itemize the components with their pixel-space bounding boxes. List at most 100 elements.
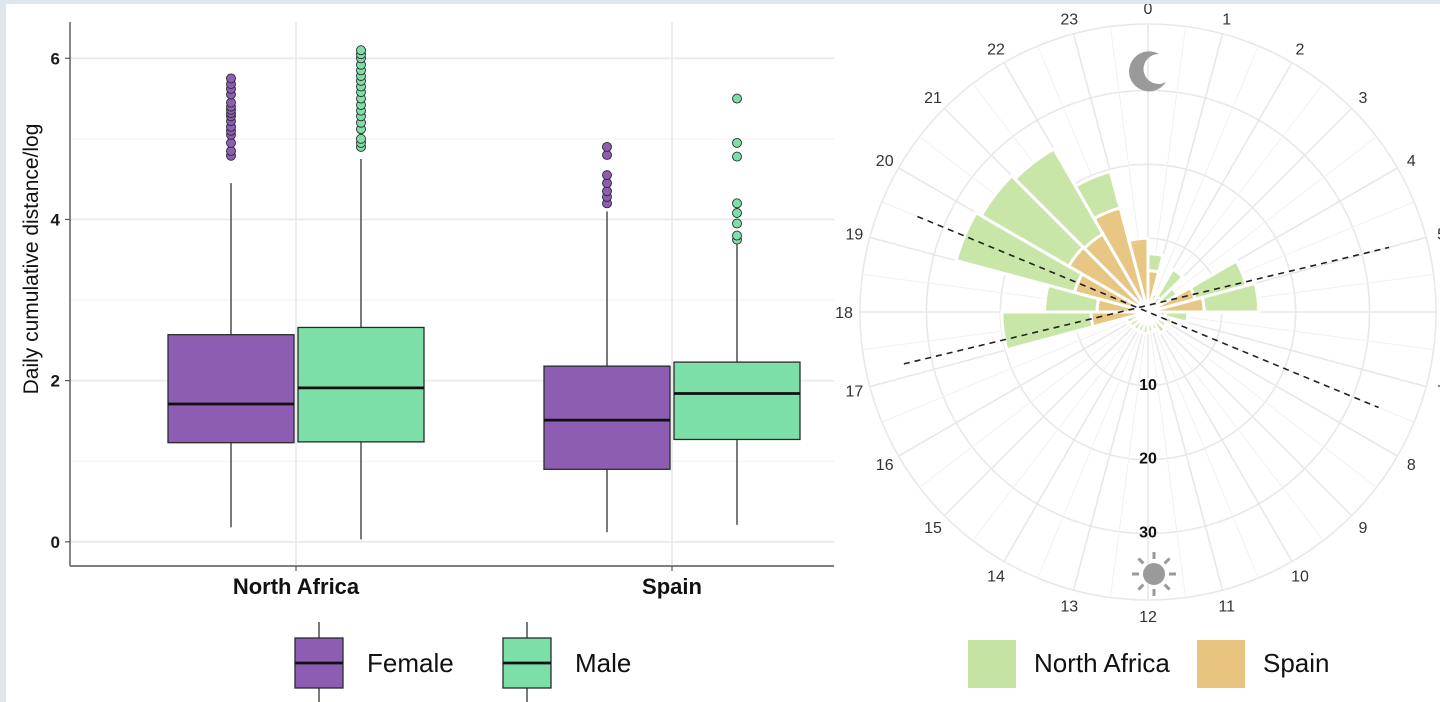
polar-hour-label: 2 [1296,42,1305,59]
polar-spoke [881,311,1149,423]
box-outlier [732,151,742,162]
polar-hour-label: 18 [835,305,853,322]
polar-hour-label: 19 [846,226,864,243]
polar-hour-label: 4 [1407,153,1416,170]
polar-hour-label: 12 [1139,609,1157,626]
box-outlier [732,93,742,104]
polar-hour-labels: 01234567891011121314151617181920212223 [835,4,1440,626]
polar-ring-label: 20 [1139,451,1157,468]
boxplot-axes [69,22,834,567]
polar-bar [1147,295,1206,314]
legend-item-north-africa: North Africa [968,640,1170,688]
polar-hour-label: 11 [1218,599,1235,616]
polar-hour-label: 5 [1437,226,1440,243]
box-outlier [356,45,366,56]
polar-ring-label: 10 [1139,377,1157,394]
polar-hour-label: 9 [1359,520,1368,537]
moon-icon [1129,51,1166,92]
polar-hour-label: 16 [876,457,894,474]
polar-spoke [919,311,1149,488]
box-outlier [226,73,236,84]
polar-bar [1092,206,1150,313]
polar-bars [954,146,1261,352]
legend-item-female: Female [294,622,454,702]
polar-spoke [1147,311,1377,488]
box-body [167,334,295,444]
box-body [543,365,671,470]
polar-legend: North Africa Spain [968,640,1330,688]
polar-hour-label: 23 [1060,11,1078,28]
box-outlier [732,218,742,229]
box-outlier [602,141,612,152]
legend-key-swatch [968,640,1016,688]
legend-item-spain: Spain [1197,640,1330,688]
legend-label: North Africa [1034,648,1170,678]
polar-bar [1127,236,1150,313]
polar-ring-labels: 10 20 30 [1139,377,1157,542]
box-outlier [732,208,742,218]
polar-spoke [1072,311,1149,591]
box-outlier [732,137,742,148]
polar-hour-label: 3 [1359,90,1368,107]
polar-hour-label: 21 [924,90,942,107]
polar-spoke [898,311,1149,457]
y-tick-label: 0 [51,533,60,552]
polar-hour-label: 20 [876,153,894,170]
polar-hour-label: 14 [987,568,1005,585]
polar-hour-label: 13 [1060,599,1078,616]
polar-hour-label: 7 [1437,384,1440,401]
polar-hour-label: 17 [846,384,864,401]
legend-item-male: Male [502,622,631,702]
figure: 0 2 4 6 North Africa Spain Daily cumulative … [6,4,1440,702]
boxplot-x-labels: North Africa Spain [233,566,702,599]
polar-spoke [1147,311,1434,351]
polar-hour-label: 22 [987,42,1005,59]
y-tick-label: 2 [51,372,60,391]
polar-panel: 01234567891011121314151617181920212223 1… [835,4,1440,688]
y-tick-label: 4 [51,210,61,229]
x-category-label: North Africa [233,574,360,599]
polar-spoke [1147,311,1398,457]
polar-spoke [943,311,1149,517]
figure-canvas: 0 2 4 6 North Africa Spain Daily cumulative … [20,4,1440,702]
box-series-female [167,73,671,533]
legend-label: Spain [1263,648,1330,678]
polar-spoke [1037,311,1149,579]
boxplot-legend: Female Male [294,622,631,702]
polar-ring-label: 30 [1139,525,1157,542]
legend-key-swatch [1197,640,1245,688]
y-tick-label: 6 [51,49,60,68]
polar-spoke [1147,311,1224,591]
polar-spoke [1109,311,1149,598]
polar-hour-label: 0 [1144,4,1153,18]
box-outlier [602,170,612,181]
box-body [673,361,801,441]
boxplot-gridlines [70,22,834,566]
polar-hour-label: 8 [1407,457,1416,474]
polar-hour-label: 1 [1222,11,1231,28]
polar-spoke [1147,311,1293,562]
polar-hour-label: 10 [1291,568,1309,585]
legend-label: Male [575,648,631,678]
box-series-male [297,45,801,540]
polar-spoke [1147,311,1187,598]
boxplot-y-ticks: 0 2 4 6 [51,49,70,552]
polar-spoke [1147,311,1259,579]
boxplot-y-axis-title: Daily cumulative distance/log [20,124,43,395]
box-outlier [732,198,742,209]
x-category-label: Spain [642,574,702,599]
polar-spoke [1147,311,1353,517]
polar-spoke [1147,311,1324,541]
box-outlier [732,230,742,241]
box-body [297,326,425,443]
box-outlier [356,133,366,144]
polar-spoke [972,311,1149,541]
polar-spoke [1147,45,1259,313]
legend-label: Female [367,648,454,678]
polar-spoke [1147,311,1427,388]
boxplot-series [167,45,801,540]
boxplot-panel: 0 2 4 6 North Africa Spain Daily cumulative … [20,22,834,702]
polar-hour-label: 15 [924,520,942,537]
sun-icon [1132,552,1176,596]
polar-spoke [1147,136,1377,313]
